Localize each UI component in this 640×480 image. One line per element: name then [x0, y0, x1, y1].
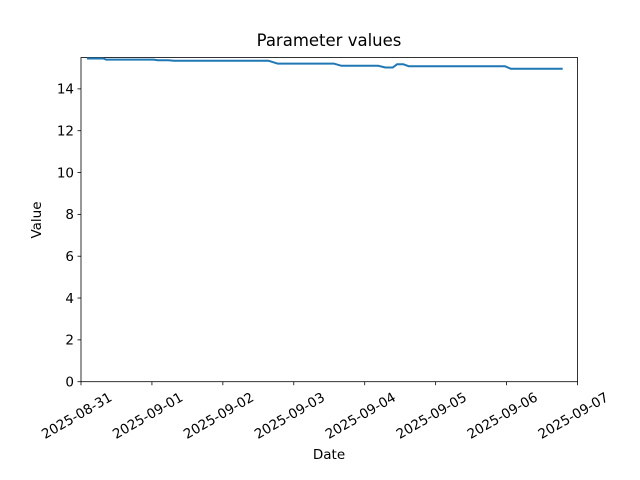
y-axis-label: Value	[29, 201, 45, 239]
y-tick-label: 2	[65, 333, 74, 349]
x-tick-label: 2025-09-07	[536, 390, 612, 443]
y-tick-label: 4	[65, 291, 74, 307]
x-tick-label: 2025-09-02	[181, 390, 257, 443]
x-tick-label: 2025-08-31	[39, 390, 115, 443]
y-tick-label: 14	[57, 82, 74, 98]
x-tick-label: 2025-09-01	[110, 390, 186, 443]
x-tick-label: 2025-09-06	[465, 390, 541, 443]
y-tick-label: 12	[57, 124, 74, 140]
x-tick-label: 2025-09-03	[252, 390, 328, 443]
chart-title: Parameter values	[256, 31, 402, 50]
x-tick-label: 2025-09-04	[323, 390, 399, 443]
axes-frame	[80, 57, 578, 383]
y-tick-label: 6	[65, 249, 74, 265]
x-axis-label: Date	[312, 447, 346, 463]
y-tick-label: 10	[57, 165, 74, 181]
x-tick-label: 2025-09-05	[394, 390, 470, 443]
y-tick-label: 8	[65, 207, 74, 223]
y-tick-label: 0	[65, 375, 74, 391]
series-line	[86, 57, 563, 70]
